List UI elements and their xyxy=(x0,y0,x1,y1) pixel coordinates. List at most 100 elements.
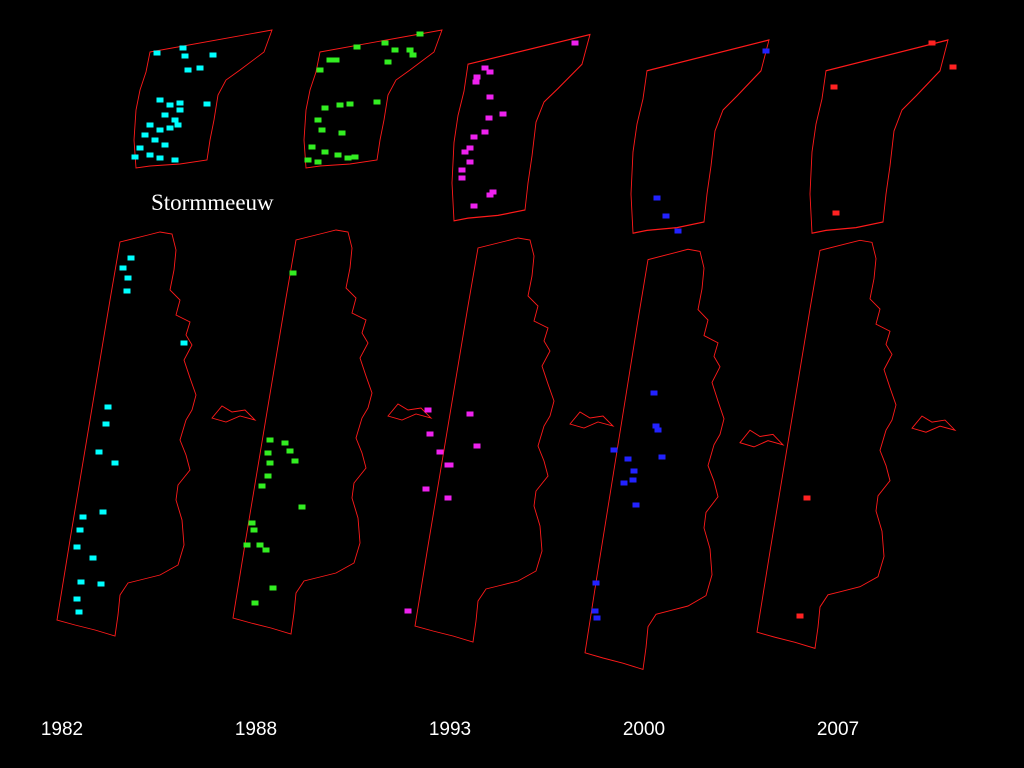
sighting xyxy=(250,527,258,533)
year-label: 1982 xyxy=(41,719,83,740)
sighting xyxy=(151,137,159,143)
sighting xyxy=(314,159,322,165)
sighting xyxy=(338,130,346,136)
sighting xyxy=(446,462,454,468)
sighting xyxy=(571,40,579,46)
sighting xyxy=(75,609,83,615)
sighting xyxy=(203,101,211,107)
sighting xyxy=(289,270,297,276)
year-label: 1993 xyxy=(429,719,471,740)
island-south-outline xyxy=(584,248,784,670)
sighting xyxy=(161,142,169,148)
sighting xyxy=(481,65,489,71)
sighting xyxy=(180,340,188,346)
sighting xyxy=(416,31,424,37)
sighting xyxy=(610,447,618,453)
sighting xyxy=(76,527,84,533)
sighting xyxy=(346,101,354,107)
sighting xyxy=(264,450,272,456)
sighting xyxy=(658,454,666,460)
sighting xyxy=(674,228,682,234)
sighting xyxy=(485,115,493,121)
sighting xyxy=(444,495,452,501)
sighting xyxy=(803,495,811,501)
sighting xyxy=(314,117,322,123)
sighting xyxy=(171,157,179,163)
year-labels: 1982 1988 1993 2000 2007 xyxy=(41,719,859,740)
sighting xyxy=(304,157,312,163)
island-south-outline xyxy=(232,229,432,635)
sighting xyxy=(472,79,480,85)
sighting xyxy=(591,608,599,614)
sighting xyxy=(146,122,154,128)
sighting xyxy=(298,504,306,510)
sighting xyxy=(336,102,344,108)
sighting xyxy=(486,192,494,198)
sighting xyxy=(79,514,87,520)
sighting xyxy=(426,431,434,437)
sighting xyxy=(351,154,359,160)
sighting xyxy=(384,59,392,65)
sighting xyxy=(652,423,660,429)
island-south-outline xyxy=(414,237,614,643)
sightings xyxy=(73,31,957,621)
year-label: 2007 xyxy=(817,719,859,740)
sighting xyxy=(630,468,638,474)
sighting xyxy=(593,615,601,621)
sighting xyxy=(650,390,658,396)
sighting xyxy=(624,456,632,462)
sighting xyxy=(153,50,161,56)
sighting xyxy=(353,44,361,50)
sighting xyxy=(489,189,497,195)
sighting xyxy=(262,547,270,553)
sighting xyxy=(174,122,182,128)
sighting xyxy=(97,581,105,587)
sighting xyxy=(832,210,840,216)
sighting xyxy=(123,288,131,294)
sighting xyxy=(127,255,135,261)
sighting xyxy=(404,608,412,614)
sighting xyxy=(334,152,342,158)
sighting xyxy=(102,421,110,427)
sighting xyxy=(592,580,600,586)
sighting xyxy=(166,102,174,108)
sighting xyxy=(156,97,164,103)
sighting xyxy=(466,145,474,151)
title: Stormmeeuw xyxy=(151,190,274,215)
sighting xyxy=(406,47,414,53)
sighting xyxy=(762,48,770,54)
island-north-outline xyxy=(630,39,770,234)
sighting xyxy=(258,483,266,489)
sighting xyxy=(99,509,107,515)
island-north-outline xyxy=(809,39,949,234)
sighting xyxy=(146,152,154,158)
island-south-outline xyxy=(756,239,956,649)
sighting xyxy=(486,69,494,75)
sighting xyxy=(124,275,132,281)
sighting xyxy=(196,65,204,71)
island-south-outline xyxy=(56,231,256,637)
sighting xyxy=(458,175,466,181)
sighting xyxy=(176,100,184,106)
sighting xyxy=(209,52,217,58)
sighting xyxy=(629,477,637,483)
sighting xyxy=(136,145,144,151)
sighting xyxy=(318,127,326,133)
sighting xyxy=(104,404,112,410)
sighting xyxy=(156,127,164,133)
sighting xyxy=(176,107,184,113)
sighting xyxy=(473,74,481,80)
sighting xyxy=(131,154,139,160)
sighting xyxy=(473,443,481,449)
sighting xyxy=(830,84,838,90)
sighting xyxy=(466,159,474,165)
sighting xyxy=(316,67,324,73)
sighting xyxy=(73,596,81,602)
sighting xyxy=(248,520,256,526)
sighting xyxy=(95,449,103,455)
sighting xyxy=(291,458,299,464)
sighting xyxy=(119,265,127,271)
sighting xyxy=(461,149,469,155)
sighting xyxy=(928,40,936,46)
